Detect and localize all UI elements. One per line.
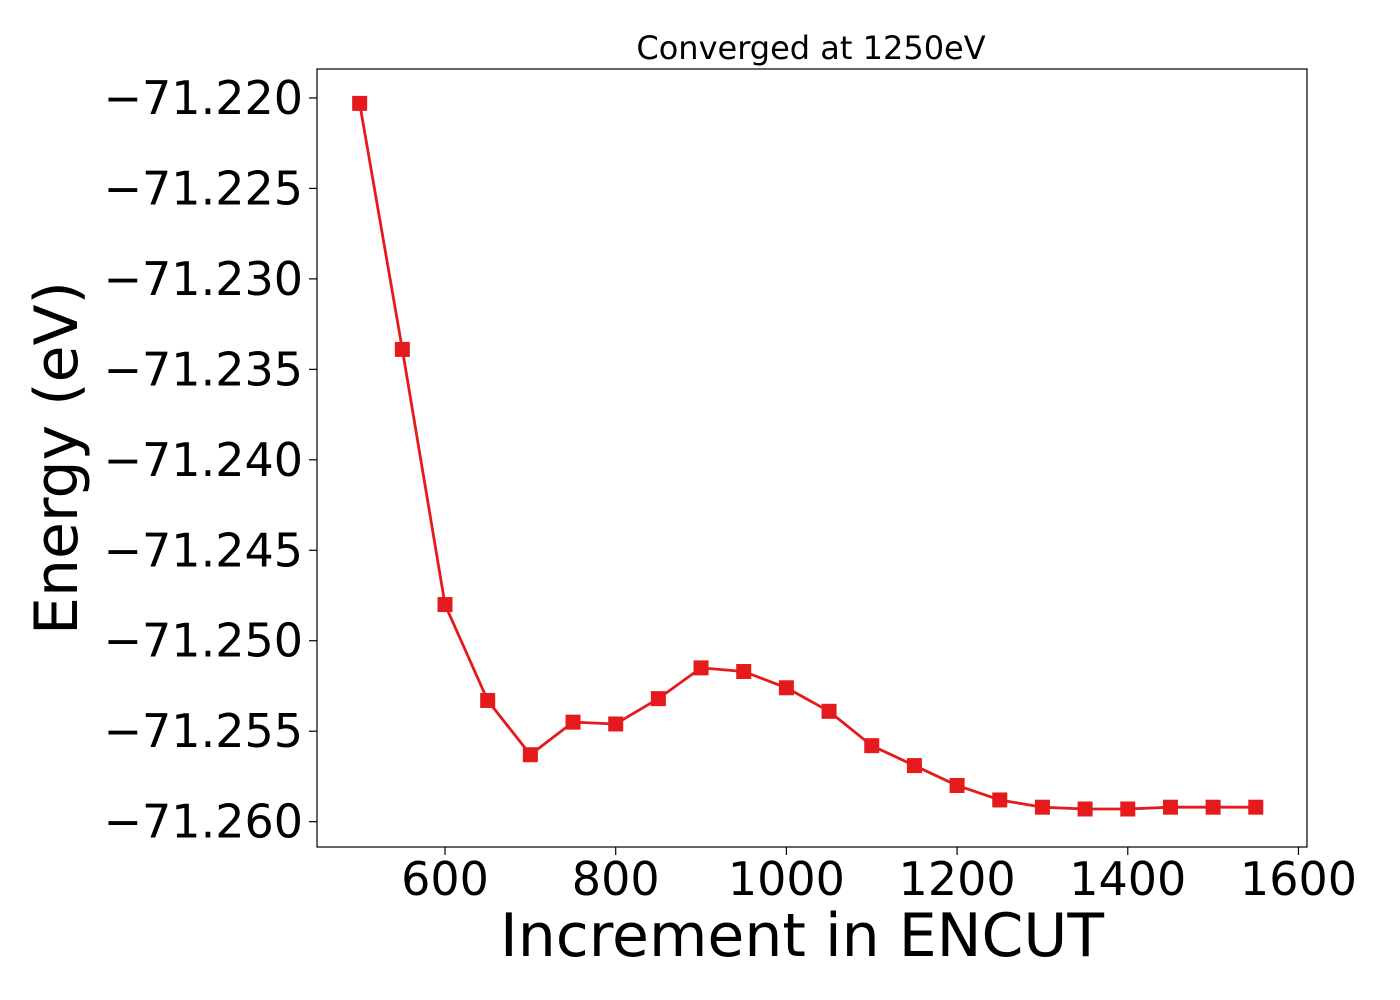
y-tick-label: −71.235: [104, 342, 304, 396]
chart-title: Converged at 1250eV: [636, 29, 985, 67]
y-tick-label: −71.250: [104, 614, 304, 668]
data-point-marker: [480, 692, 496, 708]
x-tick-label: 1600: [1240, 852, 1357, 906]
x-tick-label: 1000: [728, 852, 845, 906]
data-point-marker: [650, 691, 666, 707]
x-tick-label: 600: [401, 852, 489, 906]
data-point-marker: [693, 660, 709, 676]
data-point-marker: [992, 792, 1008, 808]
data-point-marker: [1077, 801, 1093, 817]
y-axis-label: Energy (eV): [22, 281, 92, 635]
plot-frame: [316, 68, 1308, 848]
y-tick-label: −71.220: [104, 71, 304, 125]
data-point-marker: [949, 777, 965, 793]
x-axis-label: Increment in ENCUT: [500, 901, 1104, 971]
x-tick-label: 1200: [899, 852, 1016, 906]
y-tick-label: −71.240: [104, 433, 304, 487]
y-axis: −71.220 −71.225 −71.230 −71.235 −71.240 −71.2…: [104, 71, 317, 849]
data-point-marker: [352, 95, 368, 111]
data-point-marker: [821, 703, 837, 719]
x-tick-label: 800: [572, 852, 660, 906]
x-axis: 600 800 1000 1200 1400 1600: [401, 847, 1357, 906]
data-point-marker: [778, 680, 794, 696]
y-tick-label: −71.225: [104, 161, 304, 215]
data-point-marker: [736, 664, 752, 679]
data-point-marker: [1120, 801, 1136, 817]
y-tick-label: −71.230: [104, 252, 304, 306]
data-point-marker: [906, 758, 922, 774]
data-point-marker: [608, 716, 624, 732]
y-tick-label: −71.255: [104, 704, 304, 758]
data-point-marker: [437, 597, 453, 613]
y-tick-label: −71.260: [104, 795, 304, 849]
data-point-marker: [1205, 799, 1221, 815]
data-point-marker: [522, 747, 538, 763]
y-tick-label: −71.245: [104, 523, 304, 577]
data-point-marker: [1248, 799, 1264, 815]
plot-area: [352, 95, 1264, 817]
data-point-marker: [394, 341, 410, 357]
series-line: [358, 103, 1256, 811]
x-tick-label: 1400: [1069, 852, 1186, 906]
data-point-marker: [1162, 799, 1178, 815]
data-point-marker: [864, 738, 880, 754]
data-point-marker: [1034, 799, 1050, 815]
data-point-marker: [565, 714, 581, 730]
